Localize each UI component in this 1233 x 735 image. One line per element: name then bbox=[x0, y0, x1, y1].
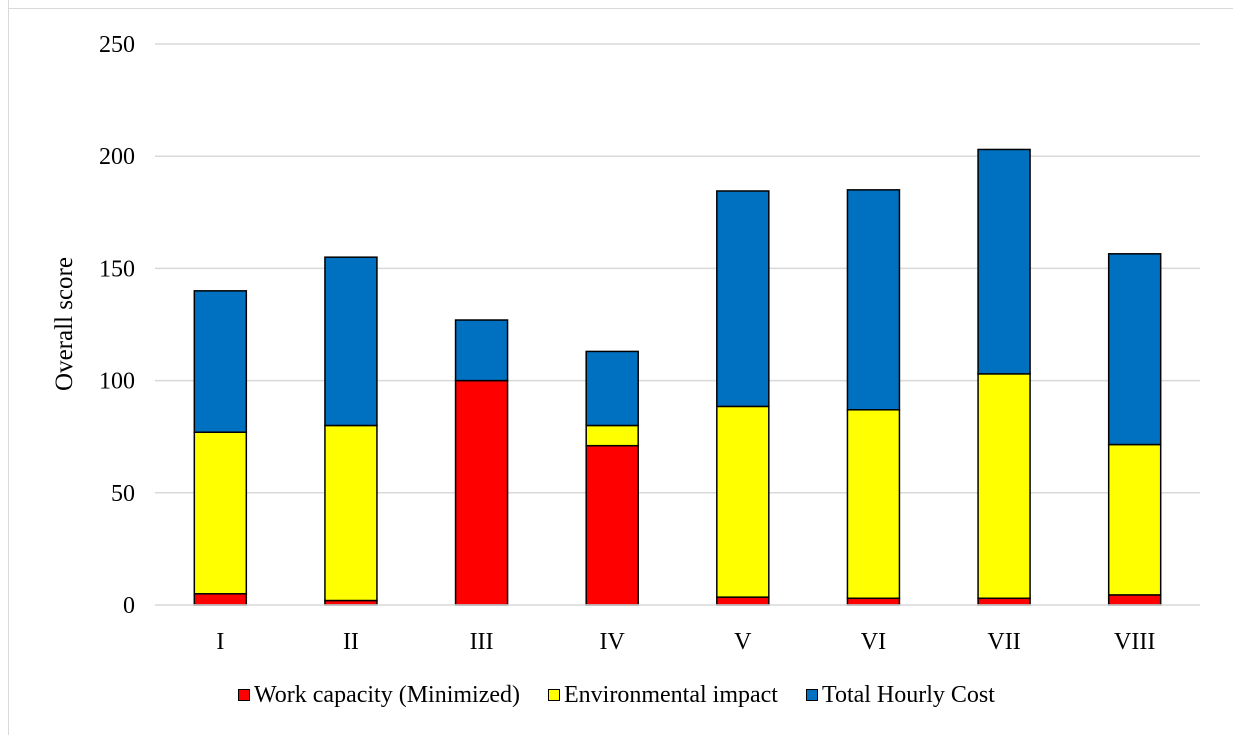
x-tick-label: VI bbox=[861, 629, 886, 655]
x-tick-label: I bbox=[216, 629, 224, 655]
bar-VI-series-0 bbox=[846, 597, 901, 606]
x-tick-label: VII bbox=[987, 629, 1020, 655]
legend-swatch bbox=[548, 689, 561, 701]
legend-item: Work capacity (Minimized) bbox=[238, 682, 520, 709]
y-tick-label: 50 bbox=[111, 481, 135, 507]
bar-VII-series-1 bbox=[977, 373, 1031, 600]
bar-VII-series-0 bbox=[977, 597, 1031, 606]
bar-VII-series-2 bbox=[977, 148, 1031, 375]
bar-V-series-1 bbox=[716, 405, 770, 598]
bar-IV-series-0 bbox=[585, 444, 639, 606]
bar-IV-series-1 bbox=[585, 424, 639, 447]
x-tick-label: IV bbox=[600, 629, 626, 655]
legend-label: Total Hourly Cost bbox=[821, 681, 995, 708]
gridlines bbox=[155, 43, 1200, 494]
bar-III-series-0 bbox=[454, 379, 509, 606]
bar-III-series-2 bbox=[454, 319, 509, 382]
y-tick-label: 150 bbox=[99, 256, 135, 282]
legend-label: Work capacity (Minimized) bbox=[254, 681, 521, 708]
bar-I-series-1 bbox=[193, 431, 248, 595]
frame-border-left bbox=[8, 0, 9, 735]
legend-item: Environmental impact bbox=[548, 682, 778, 709]
x-tick-label: V bbox=[734, 629, 752, 655]
bar-II-series-1 bbox=[324, 424, 378, 602]
bar-IV-series-2 bbox=[585, 350, 639, 427]
legend: Work capacity (Minimized) Environmental i… bbox=[0, 675, 1233, 715]
bar-V-series-2 bbox=[716, 190, 770, 408]
frame-border-top bbox=[8, 8, 1233, 9]
legend-label: Environmental impact bbox=[564, 681, 778, 708]
bar-VIII-series-1 bbox=[1107, 443, 1162, 596]
bar-I-series-0 bbox=[193, 593, 248, 606]
bar-VIII-series-2 bbox=[1107, 253, 1162, 446]
y-tick-label: 0 bbox=[123, 593, 135, 619]
bar-VI-series-1 bbox=[846, 409, 901, 600]
legend-swatch bbox=[805, 689, 818, 701]
y-tick-label: 200 bbox=[99, 144, 135, 170]
y-tick-label: 100 bbox=[99, 369, 135, 395]
x-tick-label: III bbox=[470, 629, 494, 655]
bar-V-series-0 bbox=[716, 596, 770, 606]
x-tick-label: II bbox=[343, 629, 359, 655]
bar-VI-series-2 bbox=[846, 189, 901, 411]
x-tick-label: VIII bbox=[1114, 629, 1155, 655]
y-axis-label: Overall score bbox=[51, 257, 78, 391]
legend-item: Total Hourly Cost bbox=[805, 681, 995, 709]
y-tick-label: 250 bbox=[99, 32, 135, 58]
legend-swatch bbox=[238, 689, 251, 701]
bar-VIII-series-0 bbox=[1107, 594, 1162, 606]
bar-II-series-2 bbox=[324, 256, 378, 427]
bars bbox=[193, 148, 1162, 606]
bar-I-series-2 bbox=[193, 290, 248, 433]
